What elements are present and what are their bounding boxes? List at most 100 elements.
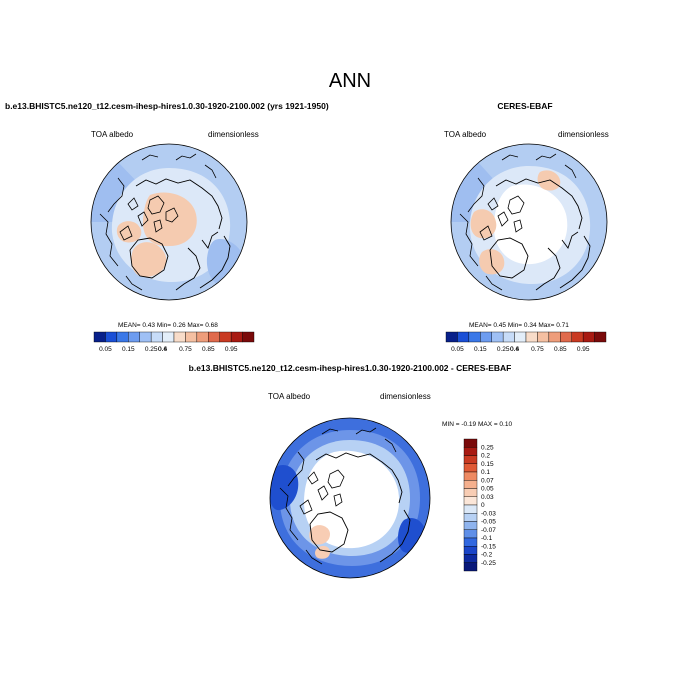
colorbar-swatch [93,331,106,343]
map-obs-coast-greenland [489,237,529,279]
colorbar-swatch [242,331,255,343]
colorbar-swatch [514,331,527,343]
colorbar-swatch [139,331,152,343]
colorbar-tick-label: 0.25 [481,444,494,451]
map-obs-coast-america [459,213,503,291]
panel-obs-left-label: TOA albedo [444,130,487,139]
colorbar-swatch [463,455,478,464]
colorbar-swatch [208,331,220,343]
colorbar-swatch [463,554,478,563]
map-diff-coast-greenland [309,511,349,553]
colorbar-tick-label: 0.15 [122,346,135,353]
colorbar-tick-label: -0.1 [481,535,493,542]
colorbar-swatch [196,331,209,343]
colorbar-swatch [463,471,478,481]
colorbar-tick-label: 0.25 [145,346,158,353]
map-model-coast-north [135,178,231,289]
colorbar-swatch [463,438,478,448]
panel-obs: CERES-EBAF TOA albedo dimensionless MEAN… [444,101,609,353]
colorbar-tick-label: 0.1 [481,469,490,476]
colorbar-swatch [463,537,478,547]
colorbar-swatch [457,331,470,343]
colorbar-swatch [582,331,595,343]
map-diff-deep-west [270,465,299,511]
colorbar-swatch [468,331,481,343]
panel-diff-right-label: dimensionless [380,392,431,401]
map-diff-coast-islands [299,469,345,515]
panel-model-heading: b.e13.BHISTC5.ne120_t12.cesm-ihesp-hires… [5,101,329,111]
panel-model: b.e13.BHISTC5.ne120_t12.cesm-ihesp-hires… [5,101,329,353]
colorbar-tick-label: 0.75 [179,346,192,353]
colorbar-tick-label: -0.15 [481,543,496,550]
map-diff-warm-1 [309,525,330,545]
colorbar-tick-label: 0.05 [481,486,494,493]
colorbar-tick-label: 0.15 [474,346,487,353]
map-diff-coast-america [279,487,323,565]
colorbar-tick-label: 0.75 [531,346,544,353]
panel-diff-stats: MIN = -0.19 MAX = 0.10 [442,421,512,428]
page-title: ANN [329,70,371,92]
colorbar-tick-label: 0.85 [554,346,567,353]
map-model-warm-greenland [131,242,167,278]
colorbar-tick-label: 0.2 [481,453,490,460]
colorbar-swatch [537,331,550,343]
colorbar-swatch [463,496,478,506]
map-model-coast-asia [107,153,217,213]
colorbar-tick-label: 0.25 [497,346,510,353]
colorbar-tick-label: -0.05 [481,519,496,526]
colorbar-swatch [463,488,478,497]
map-obs-frame [450,143,608,301]
map-diff [270,418,430,578]
colorbar-tick-label: 0.85 [202,346,215,353]
colorbar-swatch [463,463,478,473]
map-obs-coast-europe [535,231,579,291]
colorbar-tick-label: -0.03 [481,510,496,517]
colorbar-swatch [445,331,458,343]
map-obs-coast-islands [479,195,525,241]
panel-model-right-label: dimensionless [208,130,259,139]
colorbar-swatch [463,513,478,522]
panel-obs-stats: MEAN= 0.45 Min= 0.34 Max= 0.71 [469,322,569,329]
colorbar-swatch [105,331,118,343]
map-model [91,144,247,300]
panel-model-stats: MEAN= 0.43 Min= 0.26 Max= 0.68 [118,322,218,329]
colorbar-tick-label: 0.6 [510,346,519,353]
colorbar-tick-label: 0.03 [481,494,494,501]
panel-obs-heading: CERES-EBAF [497,101,552,111]
colorbar-tick-label: 0.95 [577,346,590,353]
colorbar-swatch [173,331,186,343]
map-diff-frame [269,417,431,579]
colorbar-swatch [491,331,504,343]
map-obs [451,144,607,300]
colorbar-swatch [219,331,232,343]
map-model-coast-europe [175,231,219,291]
colorbar-swatch [463,480,478,489]
colorbar-tick-label: 0.05 [451,346,464,353]
colorbar-obs: 0.05 0.15 0.25 0.40.6 0.75 0.85 0.95 [445,331,607,353]
panel-diff: b.e13.BHISTC5.ne120_t12.cesm-ihesp-hires… [189,363,512,579]
colorbar-swatch [150,331,163,343]
colorbar-tick-label: 0 [481,502,485,509]
map-obs-blue-band [451,162,496,222]
colorbar-swatch [128,331,140,343]
colorbar-swatch [525,331,538,343]
colorbar-swatch [502,331,515,343]
map-diff-coast-north [315,452,411,563]
colorbar-diff: 0.250.20.150.10.070.050.030-0.03-0.05-0.… [463,438,496,572]
colorbar-swatch [463,529,478,539]
colorbar-tick-label: -0.2 [481,552,493,559]
colorbar-swatch [463,447,478,456]
colorbar-tick-label: -0.07 [481,527,496,534]
colorbar-tick-label: 0.6 [158,346,167,353]
colorbar-tick-label: -0.25 [481,560,496,567]
panel-diff-left-label: TOA albedo [268,392,311,401]
map-model-coast-america [99,213,143,291]
colorbar-tick-label: 0.05 [99,346,112,353]
colorbar-swatch [463,504,478,514]
colorbar-swatch [480,331,492,343]
panel-diff-heading: b.e13.BHISTC5.ne120_t12.cesm-ihesp-hires… [189,363,512,373]
map-model-coast-islands [119,195,179,241]
colorbar-swatch [230,331,243,343]
colorbar-swatch [162,331,175,343]
